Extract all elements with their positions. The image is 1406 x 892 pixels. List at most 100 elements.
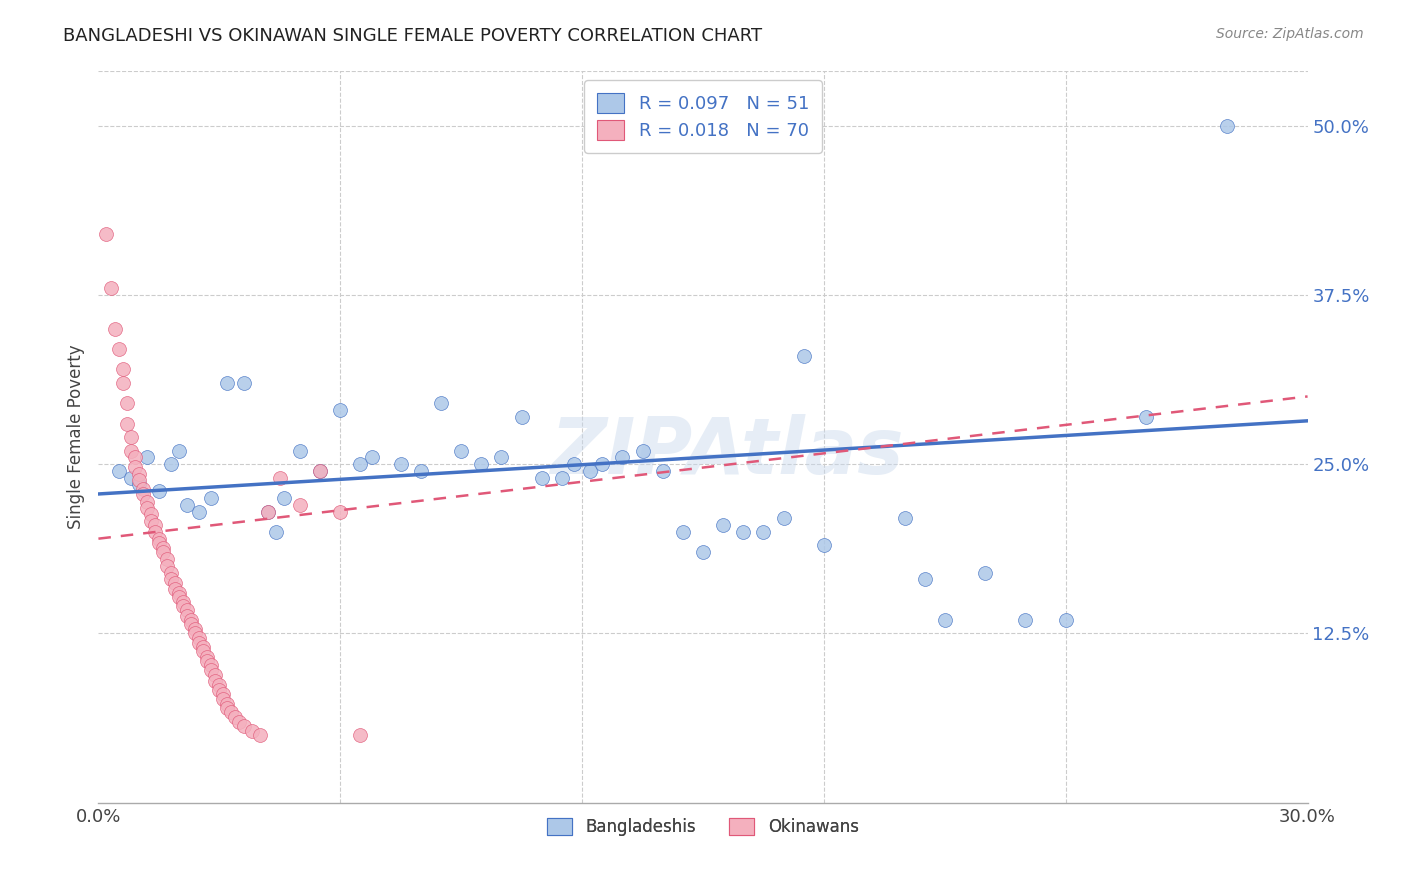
Point <box>120 430 142 444</box>
Point <box>733 524 755 539</box>
Point <box>111 376 134 390</box>
Point <box>107 464 129 478</box>
Point <box>273 491 295 505</box>
Point <box>288 443 311 458</box>
Point <box>309 464 332 478</box>
Point <box>120 471 142 485</box>
Point <box>228 714 250 729</box>
Point <box>217 697 239 711</box>
Point <box>107 342 129 356</box>
Point <box>217 701 239 715</box>
Point <box>156 558 179 573</box>
Point <box>193 640 215 654</box>
Point <box>208 683 231 698</box>
Point <box>361 450 384 465</box>
Point <box>200 491 222 505</box>
Point <box>184 626 207 640</box>
Point <box>551 471 574 485</box>
Point <box>96 227 118 241</box>
Point <box>510 409 533 424</box>
Point <box>249 728 271 742</box>
Point <box>711 518 734 533</box>
Point <box>204 673 226 688</box>
Point <box>409 464 432 478</box>
Point <box>184 623 207 637</box>
Point <box>256 505 278 519</box>
Legend: Bangladeshis, Okinawans: Bangladeshis, Okinawans <box>537 807 869 846</box>
Point <box>139 508 162 522</box>
Point <box>1216 119 1239 133</box>
Point <box>692 545 714 559</box>
Point <box>224 710 246 724</box>
Point <box>212 688 235 702</box>
Point <box>132 482 155 496</box>
Point <box>103 322 125 336</box>
Point <box>193 644 215 658</box>
Point <box>430 396 453 410</box>
Point <box>128 477 150 491</box>
Point <box>188 636 211 650</box>
Point <box>180 613 202 627</box>
Point <box>176 608 198 623</box>
Point <box>491 450 513 465</box>
Point <box>111 362 134 376</box>
Point <box>232 376 254 390</box>
Point <box>135 500 157 515</box>
Point <box>591 457 613 471</box>
Point <box>167 590 190 604</box>
Point <box>148 535 170 549</box>
Point <box>115 396 138 410</box>
Point <box>148 484 170 499</box>
Point <box>100 281 122 295</box>
Point <box>349 728 371 742</box>
Point <box>579 464 602 478</box>
Point <box>163 582 186 596</box>
Point <box>221 705 243 719</box>
Point <box>1054 613 1077 627</box>
Point <box>167 586 190 600</box>
Point <box>349 457 371 471</box>
Point <box>128 467 150 481</box>
Point <box>176 603 198 617</box>
Point <box>672 524 695 539</box>
Point <box>562 457 585 471</box>
Point <box>200 663 222 677</box>
Point <box>232 718 254 732</box>
Point <box>1014 613 1036 627</box>
Point <box>172 599 194 614</box>
Point <box>914 572 936 586</box>
Point <box>143 524 166 539</box>
Point <box>148 532 170 546</box>
Point <box>124 450 146 465</box>
Point <box>813 538 835 552</box>
Text: ZIPAtlas: ZIPAtlas <box>550 414 904 490</box>
Point <box>204 668 226 682</box>
Point <box>152 545 174 559</box>
Text: Source: ZipAtlas.com: Source: ZipAtlas.com <box>1216 27 1364 41</box>
Point <box>470 457 492 471</box>
Point <box>612 450 634 465</box>
Point <box>288 498 311 512</box>
Point <box>160 572 183 586</box>
Point <box>128 474 150 488</box>
Point <box>163 576 186 591</box>
Point <box>264 524 287 539</box>
Point <box>240 724 263 739</box>
Point <box>152 541 174 556</box>
Point <box>180 617 202 632</box>
Point <box>120 443 142 458</box>
Point <box>269 471 291 485</box>
Point <box>156 552 179 566</box>
Point <box>208 678 231 692</box>
Point <box>256 505 278 519</box>
Point <box>752 524 775 539</box>
Point <box>631 443 654 458</box>
Point <box>135 450 157 465</box>
Point <box>195 649 218 664</box>
Point <box>172 595 194 609</box>
Point <box>143 518 166 533</box>
Point <box>530 471 553 485</box>
Y-axis label: Single Female Poverty: Single Female Poverty <box>66 345 84 529</box>
Point <box>176 498 198 512</box>
Point <box>651 464 673 478</box>
